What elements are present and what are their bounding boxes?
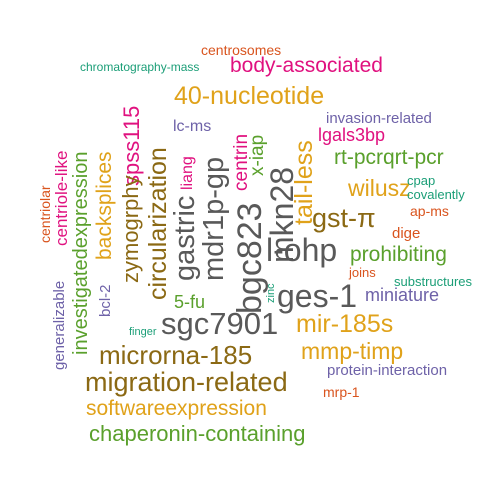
word-zymogrphy: zymogrphy xyxy=(118,175,143,283)
word-finger: finger xyxy=(129,326,157,338)
word-body-associated: body-associated xyxy=(230,54,383,77)
word-miniature: miniature xyxy=(365,285,440,305)
word-circularization: circularization xyxy=(144,147,172,300)
word-cpap: cpap xyxy=(407,173,436,188)
word-40-nucleotide: 40-nucleotide xyxy=(174,82,325,110)
word-softwareexpression: softwareexpression xyxy=(86,397,267,420)
word-mmp-timp: mmp-timp xyxy=(301,338,404,364)
word-l-ohp: l-ohp xyxy=(266,232,338,268)
word-centrosomes: centrosomes xyxy=(201,42,282,58)
word-ap-ms: ap-ms xyxy=(410,203,449,219)
word-substructures: substructures xyxy=(394,274,473,289)
word-invasion-related: invasion-related xyxy=(326,110,432,127)
word-mdr1p-gp: mdr1p-gp xyxy=(198,156,230,281)
word-centriole-like: centriole-like xyxy=(52,150,71,246)
word-5-fu: 5-fu xyxy=(174,292,206,312)
word-gastric: gastric xyxy=(169,195,201,281)
word-lc-ms: lc-ms xyxy=(173,118,212,135)
word-wilusz: wilusz xyxy=(348,175,411,201)
word-joins: joins xyxy=(349,265,376,280)
word-zinc: zinc xyxy=(265,283,277,303)
word-spss115: spss115 xyxy=(119,105,144,186)
word-migration-related: migration-related xyxy=(85,367,288,397)
word-microrna-185: microrna-185 xyxy=(99,340,253,370)
word-mrp-1: mrp-1 xyxy=(323,384,360,400)
word-lgals3bp: lgals3bp xyxy=(318,125,386,145)
word-prohibiting: prohibiting xyxy=(350,243,447,266)
word-investigatedexpression: investigatedexpression xyxy=(70,151,92,355)
word-sgc7901: sgc7901 xyxy=(161,306,279,341)
word-chaperonin-containing: chaperonin-containing xyxy=(89,421,306,446)
word-generalizable: generalizable xyxy=(51,280,68,370)
word-x-iap: x-iap xyxy=(247,134,268,176)
word-ges-1: ges-1 xyxy=(277,278,358,314)
word-gst-pi: gst-π xyxy=(312,203,376,233)
word-bgc823: bgc823 xyxy=(231,202,269,314)
word-dige: dige xyxy=(392,225,421,242)
word-liang: liang xyxy=(179,156,196,190)
word-centriolar: centriolar xyxy=(37,185,53,243)
word-protein-interaction: protein-interaction xyxy=(327,362,448,379)
word-bcl-2: bcl-2 xyxy=(97,284,114,317)
word-chromatography-mass: chromatography-mass xyxy=(80,60,200,74)
word-tail-less: tail-less xyxy=(290,140,318,225)
word-backsplices: backsplices xyxy=(93,151,116,260)
word-covalently: covalently xyxy=(407,187,465,202)
word-mir-185s: mir-185s xyxy=(296,310,394,338)
word-rt-pcrqrt-pcr: rt-pcrqrt-pcr xyxy=(334,146,444,169)
